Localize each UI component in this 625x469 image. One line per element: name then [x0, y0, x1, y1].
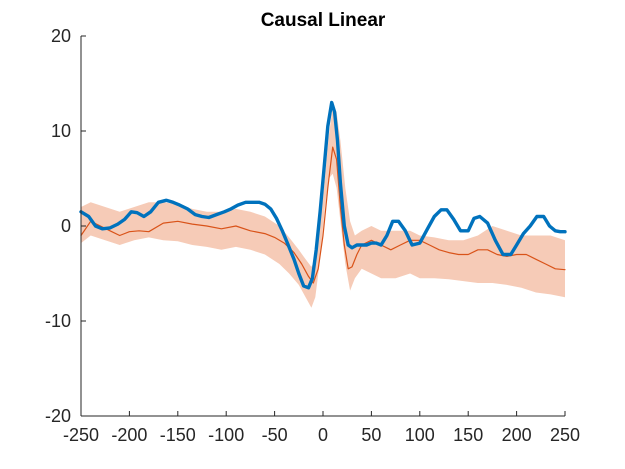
y-tick-label: 20	[51, 26, 71, 46]
x-tick-label: -100	[208, 425, 244, 445]
plot-area	[79, 100, 567, 308]
x-tick-label: -150	[160, 425, 196, 445]
series-line-2	[79, 100, 567, 290]
x-tick-label: -200	[111, 425, 147, 445]
y-tick-label: -20	[45, 406, 71, 426]
x-tick-label: -50	[262, 425, 288, 445]
x-tick-label: 50	[361, 425, 381, 445]
chart-title: Causal Linear	[261, 10, 386, 31]
x-tick-label: 0	[318, 425, 328, 445]
x-tick-label: 250	[550, 425, 580, 445]
x-tick-label: 200	[502, 425, 532, 445]
axes: -250 -200 -150 -100 -50 0 50 100 150 200 250-20-10…	[45, 26, 580, 445]
y-tick-label: 0	[61, 216, 71, 236]
x-tick-label: -250	[63, 425, 99, 445]
y-tick-label: 10	[51, 121, 71, 141]
y-tick-label: -10	[45, 311, 71, 331]
x-tick-label: 100	[405, 425, 435, 445]
confidence-band	[81, 107, 565, 308]
series-line-1	[80, 146, 566, 284]
x-tick-label: 150	[453, 425, 483, 445]
